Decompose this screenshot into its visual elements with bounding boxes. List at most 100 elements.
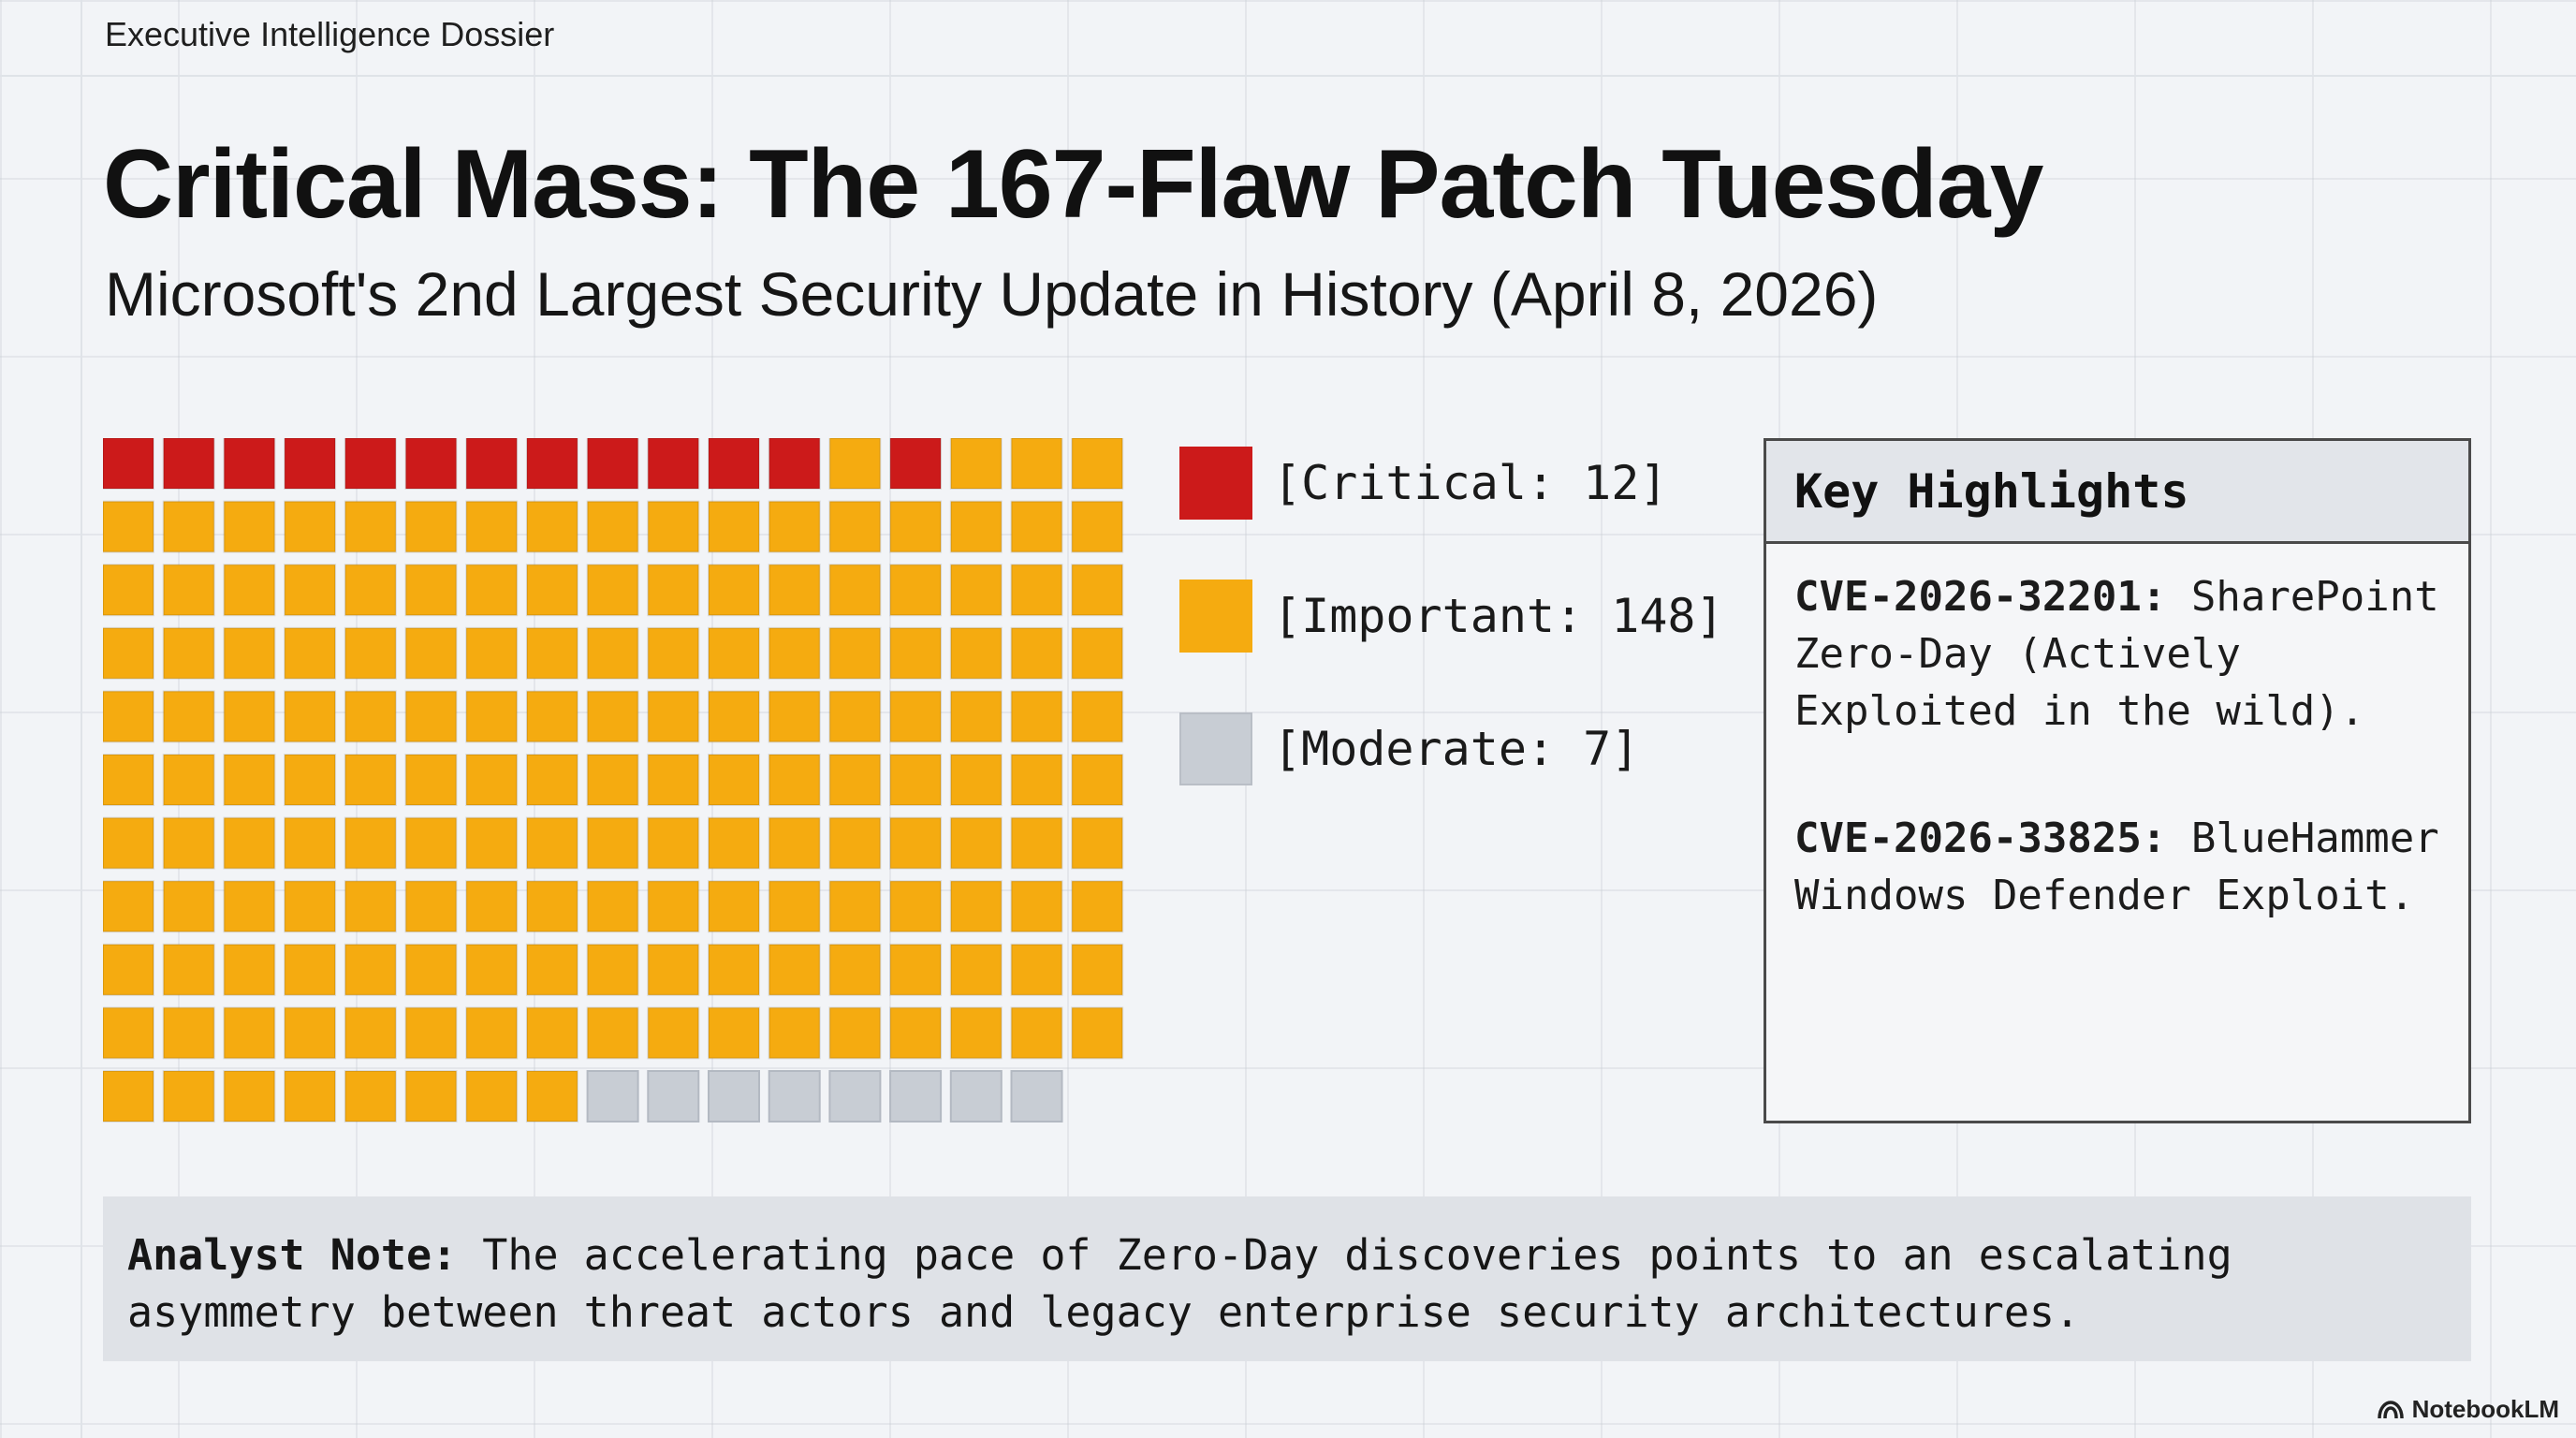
waffle-cell-important: [103, 754, 154, 806]
chart-legend: [Critical: 12] [Important: 148] [Moderat…: [1179, 438, 1741, 794]
waffle-cell-important: [768, 500, 821, 553]
legend-label-important: [Important: 148]: [1273, 589, 1724, 643]
waffle-cell-important: [828, 880, 882, 933]
key-highlights-panel: Key Highlights CVE-2026-32201: SharePoin…: [1764, 438, 2471, 1123]
waffle-cell-important: [284, 626, 337, 680]
waffle-cell-important: [949, 500, 1003, 553]
waffle-cell-important: [1010, 1006, 1063, 1060]
waffle-cell-important: [162, 564, 215, 617]
waffle-cell-important: [344, 943, 397, 996]
waffle-cell-critical: [162, 438, 215, 490]
waffle-cell-important: [103, 816, 154, 870]
waffle-cell-moderate: [828, 1070, 882, 1123]
waffle-cell-important: [1071, 880, 1124, 933]
waffle-cell-important: [949, 626, 1003, 680]
waffle-cell-important: [344, 1070, 397, 1123]
waffle-cell-important: [525, 943, 578, 996]
analyst-note-label: Analyst Note:: [127, 1230, 458, 1280]
waffle-cell-important: [223, 626, 276, 680]
waffle-cell-important: [404, 816, 458, 870]
waffle-cell-important: [1071, 816, 1124, 870]
waffle-cell-important: [828, 564, 882, 617]
waffle-cell-moderate: [647, 1070, 700, 1123]
waffle-chart: [103, 438, 1124, 1123]
waffle-cell-important: [889, 816, 943, 870]
waffle-cell-important: [828, 438, 882, 490]
waffle-cell-important: [465, 564, 519, 617]
waffle-cell-important: [284, 816, 337, 870]
waffle-cell-important: [949, 880, 1003, 933]
waffle-cell-important: [828, 754, 882, 806]
waffle-cell-important: [647, 943, 700, 996]
waffle-cell-important: [647, 754, 700, 806]
waffle-cell-important: [284, 943, 337, 996]
waffle-cell-important: [465, 500, 519, 553]
waffle-cell-important: [162, 943, 215, 996]
waffle-cell-important: [828, 500, 882, 553]
waffle-cell-important: [404, 564, 458, 617]
waffle-cell-important: [708, 626, 760, 680]
waffle-cell-important: [525, 626, 578, 680]
dossier-kicker: Executive Intelligence Dossier: [105, 15, 555, 53]
waffle-cell-important: [223, 1006, 276, 1060]
waffle-cell-important: [889, 1006, 943, 1060]
waffle-cell-important: [284, 690, 337, 743]
waffle-cell-important: [344, 880, 397, 933]
waffle-cell-important: [162, 626, 215, 680]
waffle-cell-critical: [708, 438, 760, 490]
waffle-cell-important: [465, 1070, 519, 1123]
waffle-cell-important: [344, 1006, 397, 1060]
waffle-cell-important: [708, 500, 760, 553]
page-title: Critical Mass: The 167-Flaw Patch Tuesda…: [103, 130, 2043, 239]
waffle-cell-moderate: [889, 1070, 943, 1123]
highlight-text: BlueHammer Windows Defender Exploit.: [1794, 814, 2439, 919]
waffle-cell-important: [889, 943, 943, 996]
waffle-cell-important: [1010, 690, 1063, 743]
legend-label-moderate: [Moderate: 7]: [1273, 722, 1640, 776]
waffle-cell-moderate: [949, 1070, 1003, 1123]
waffle-cell-important: [708, 690, 760, 743]
waffle-cell-important: [103, 880, 154, 933]
waffle-cell-important: [525, 1006, 578, 1060]
waffle-cell-important: [1071, 690, 1124, 743]
waffle-cell-important: [162, 880, 215, 933]
waffle-cell-important: [103, 690, 154, 743]
waffle-cell-important: [1071, 500, 1124, 553]
waffle-cell-important: [1071, 626, 1124, 680]
waffle-cell-important: [828, 690, 882, 743]
waffle-cell-important: [1071, 943, 1124, 996]
waffle-cell-important: [404, 754, 458, 806]
waffle-cell-important: [708, 816, 760, 870]
waffle-cell-important: [586, 880, 639, 933]
waffle-cell-moderate: [586, 1070, 639, 1123]
waffle-cell-important: [889, 754, 943, 806]
legend-item-critical: [Critical: 12]: [1179, 446, 1667, 521]
waffle-cell-important: [465, 1006, 519, 1060]
waffle-cell-important: [103, 626, 154, 680]
waffle-cell-important: [465, 943, 519, 996]
waffle-cell-important: [223, 500, 276, 553]
waffle-cell-important: [223, 1070, 276, 1123]
waffle-cell-important: [223, 754, 276, 806]
analyst-note: Analyst Note: The accelerating pace of Z…: [103, 1196, 2471, 1361]
waffle-cell-important: [949, 564, 1003, 617]
waffle-cell-important: [708, 564, 760, 617]
waffle-cell-important: [586, 816, 639, 870]
waffle-cell-important: [525, 500, 578, 553]
waffle-cell-important: [344, 816, 397, 870]
waffle-cell-important: [162, 690, 215, 743]
legend-item-moderate: [Moderate: 7]: [1179, 712, 1639, 786]
brand-mark: NotebookLM: [2377, 1395, 2559, 1424]
waffle-cell-important: [708, 754, 760, 806]
waffle-cell-important: [768, 943, 821, 996]
waffle-cell-important: [1071, 564, 1124, 617]
brand-name: NotebookLM: [2411, 1395, 2559, 1423]
waffle-cell-important: [768, 754, 821, 806]
margin-rule-vertical: [80, 0, 82, 1438]
waffle-cell-important: [768, 626, 821, 680]
legend-item-important: [Important: 148]: [1179, 579, 1724, 653]
waffle-cell-important: [465, 754, 519, 806]
waffle-cell-important: [586, 500, 639, 553]
waffle-cell-important: [525, 880, 578, 933]
waffle-cell-important: [465, 880, 519, 933]
